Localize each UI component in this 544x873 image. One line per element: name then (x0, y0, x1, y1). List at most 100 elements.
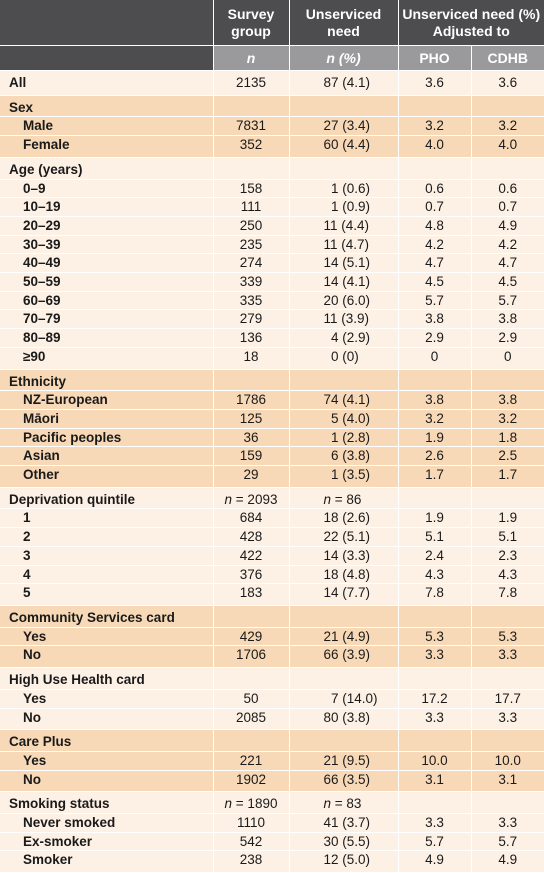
cell-n: 238 (213, 850, 290, 873)
row-label: 3 (0, 546, 214, 566)
cell-pho: 3.3 (398, 645, 472, 669)
table-group: Deprivation quintile n = 2093 n = 86 1 684 18… (0, 487, 544, 606)
table-row: No 2085 80 (3.8) 3.3 3.3 (0, 708, 544, 731)
cell-cdhb: 3.3 (471, 645, 544, 669)
cell-n: 1902 (213, 770, 290, 793)
row-label: Asian (0, 446, 214, 467)
cell-pho: 3.2 (398, 409, 472, 429)
table-group: Care Plus Yes 221 21 (9.5) 10.0 10.0 No 1902 66 … (0, 729, 544, 793)
cell-n: 376 (213, 565, 290, 585)
cell-n-pct: 4 (2.9) (289, 328, 399, 348)
table-row: 30–39 235 11 (4.7) 4.2 4.2 (0, 235, 544, 255)
cell-cdhb: 0.6 (471, 179, 544, 199)
cell-n: 684 (213, 508, 290, 529)
cell-n-pct: n = 83 (289, 791, 399, 815)
cell-pho: 0.7 (398, 197, 472, 217)
cell-cdhb (471, 605, 544, 628)
cell-pho: 5.7 (398, 832, 472, 852)
cell-pho: 3.3 (398, 813, 472, 833)
header-unserviced-adjusted: Unserviced need (%) Adjusted to (398, 0, 544, 46)
cell-n-pct (289, 369, 399, 392)
row-label: 50–59 (0, 272, 214, 292)
cell-n: 2135 (213, 70, 290, 96)
cell-cdhb: 1.7 (471, 465, 544, 488)
cell-pho: 0.6 (398, 179, 472, 199)
cell-cdhb (471, 369, 544, 392)
table-row: 3 422 14 (3.3) 2.4 2.3 (0, 546, 544, 566)
cell-cdhb: 4.0 (471, 135, 544, 158)
cell-n-pct: 11 (3.9) (289, 309, 399, 330)
cell-n-pct: 14 (3.3) (289, 546, 399, 566)
cell-n-pct: 14 (7.7) (289, 583, 399, 606)
cell-n: 339 (213, 272, 290, 292)
cell-n: n = 1890 (213, 791, 290, 815)
cell-pho: 3.2 (398, 116, 472, 137)
cell-n: 352 (213, 135, 290, 158)
cell-pho: 10.0 (398, 751, 472, 771)
table-row: Smoker 238 12 (5.0) 4.9 4.9 (0, 850, 544, 873)
cell-n-pct: 66 (3.5) (289, 770, 399, 793)
cell-pho: 2.9 (398, 328, 472, 348)
cell-n-pct: 30 (5.5) (289, 832, 399, 852)
cell-cdhb (471, 667, 544, 690)
table-group: High Use Health card Yes 50 7 (14.0) 17.2 17… (0, 667, 544, 731)
cell-n: 111 (213, 197, 290, 217)
table-group: Age (years) 0–9 158 1 (0.6) 0.6 0.6 10–19 111 … (0, 157, 544, 370)
cell-n: 235 (213, 235, 290, 255)
cell-n: 136 (213, 328, 290, 348)
row-label: Ex-smoker (0, 832, 214, 852)
table-row: 0–9 158 1 (0.6) 0.6 0.6 (0, 179, 544, 199)
cell-cdhb (471, 487, 544, 510)
row-label: 30–39 (0, 235, 214, 255)
row-label: Yes (0, 751, 214, 771)
cell-pho: 0 (398, 347, 472, 370)
cell-n-pct: 18 (4.8) (289, 565, 399, 585)
cell-cdhb: 4.2 (471, 235, 544, 255)
cell-n-pct: 21 (9.5) (289, 751, 399, 771)
cell-n-pct: 6 (3.8) (289, 446, 399, 467)
cell-pho: 4.9 (398, 850, 472, 873)
cell-n-pct: 1 (0.9) (289, 197, 399, 217)
header-n-pct-label: n (%) (326, 50, 361, 66)
cell-cdhb: 3.3 (471, 813, 544, 833)
cell-n (213, 95, 290, 118)
group-title-row: High Use Health card (0, 667, 544, 690)
cell-pho: 3.6 (398, 70, 472, 96)
group-title: Sex (0, 95, 214, 118)
cell-pho: 3.3 (398, 708, 472, 731)
cell-pho: 5.3 (398, 627, 472, 647)
cell-n-pct: 14 (4.1) (289, 272, 399, 292)
cell-n: 7831 (213, 116, 290, 137)
table-row: Asian 159 6 (3.8) 2.6 2.5 (0, 446, 544, 467)
group-title: High Use Health card (0, 667, 214, 690)
cell-cdhb: 5.3 (471, 627, 544, 647)
table-header: Survey group Unserviced need Unserviced … (0, 0, 544, 71)
table-group: Community Services card Yes 429 21 (4.9) 5.3… (0, 605, 544, 669)
cell-pho: 4.5 (398, 272, 472, 292)
group-title: Age (years) (0, 157, 214, 180)
group-title: Smoking status (0, 791, 214, 815)
cell-cdhb: 2.9 (471, 328, 544, 348)
table-row: Female 352 60 (4.4) 4.0 4.0 (0, 135, 544, 158)
group-title-row: Age (years) (0, 157, 544, 180)
cell-n: 125 (213, 409, 290, 429)
cell-n (213, 605, 290, 628)
table-row: 2 428 22 (5.1) 5.1 5.1 (0, 527, 544, 547)
cell-n: 274 (213, 253, 290, 274)
cell-n: 428 (213, 527, 290, 547)
cell-cdhb: 5.7 (471, 291, 544, 311)
cell-pho: 4.3 (398, 565, 472, 585)
table-row: 60–69 335 20 (6.0) 5.7 5.7 (0, 291, 544, 311)
table-row: Yes 50 7 (14.0) 17.2 17.7 (0, 689, 544, 709)
cell-cdhb: 4.3 (471, 565, 544, 585)
row-label: 40–49 (0, 253, 214, 274)
table-row: 40–49 274 14 (5.1) 4.7 4.7 (0, 253, 544, 274)
cell-cdhb: 0 (471, 347, 544, 370)
cell-pho (398, 369, 472, 392)
row-label: Male (0, 116, 214, 137)
cell-pho: 2.6 (398, 446, 472, 467)
table-row: NZ-European 1786 74 (4.1) 3.8 3.8 (0, 390, 544, 410)
cell-n-pct (289, 667, 399, 690)
table-row: 4 376 18 (4.8) 4.3 4.3 (0, 565, 544, 585)
cell-n: 1706 (213, 645, 290, 669)
